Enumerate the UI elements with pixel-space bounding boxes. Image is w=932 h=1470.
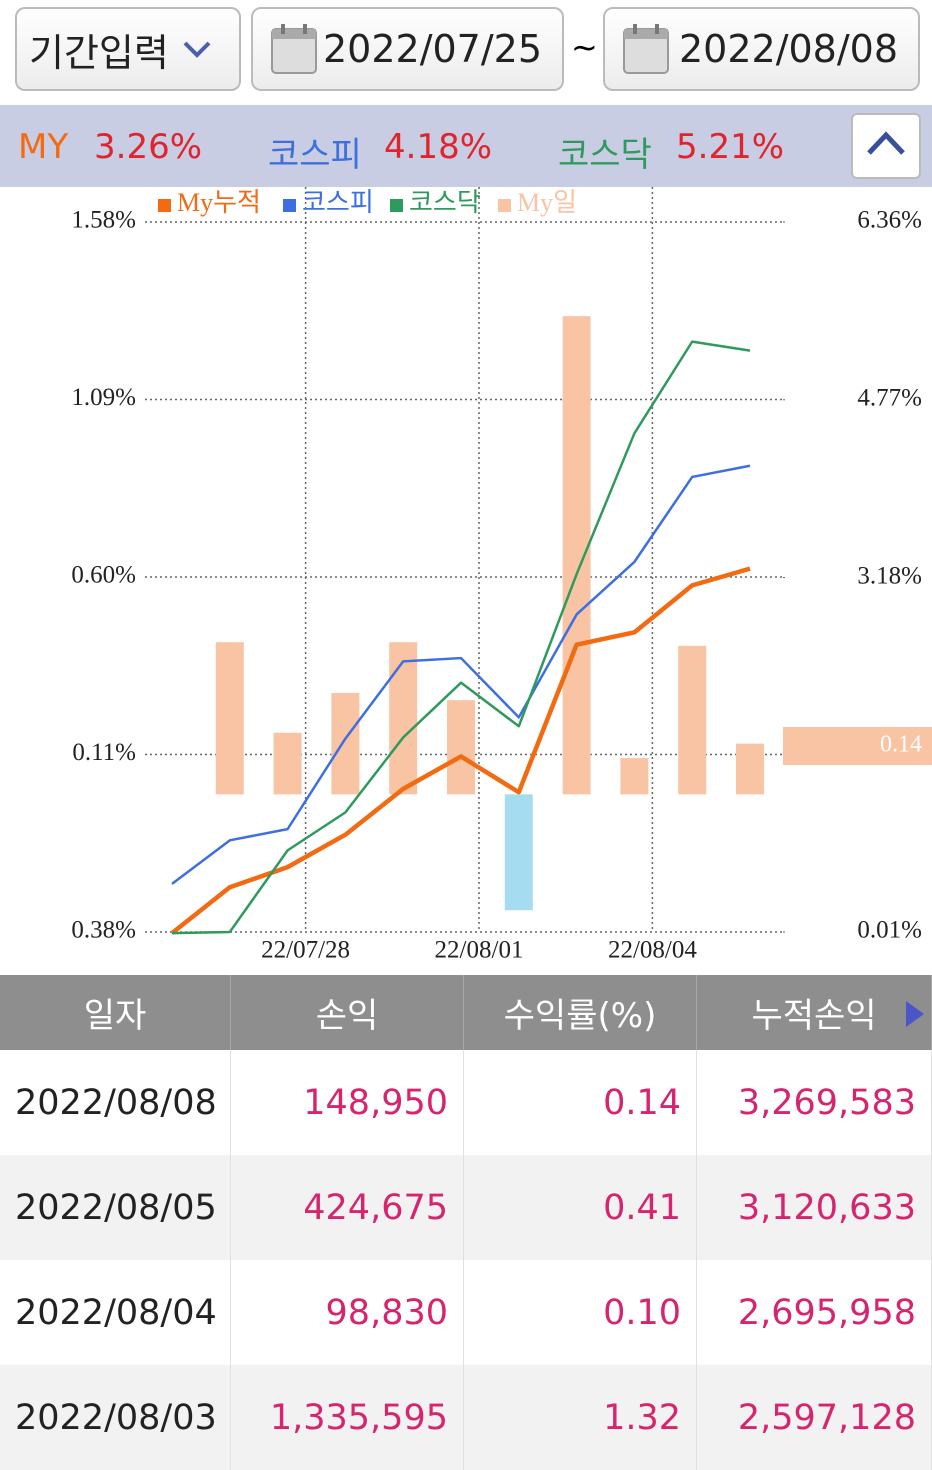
bar	[331, 692, 360, 795]
y2-tick-label: 6.36%	[857, 207, 922, 234]
column-header: 누적손익	[697, 975, 932, 1050]
column-header: 손익	[231, 975, 464, 1050]
y2-tick-label: 4.77%	[857, 385, 922, 412]
collapse-button[interactable]	[851, 113, 921, 179]
start-date-button[interactable]: 2022/07/25	[251, 7, 564, 91]
end-date-button[interactable]: 2022/08/08	[603, 7, 920, 91]
x-tick-label: 22/07/28	[261, 937, 350, 964]
column-header: 수익률(%)	[464, 975, 697, 1050]
bar	[389, 642, 418, 795]
summary-value: 5.21%	[676, 127, 785, 167]
y-tick-label: 1.58%	[71, 207, 136, 234]
legend-label: My일	[517, 188, 577, 217]
bar	[447, 700, 475, 795]
value-cell: 0.41	[464, 1155, 697, 1260]
chevron-up	[867, 131, 905, 155]
value-cell: 1.32	[464, 1365, 697, 1470]
end-date: 2022/08/08	[679, 27, 899, 71]
bar	[504, 794, 533, 911]
line-series	[171, 464, 751, 885]
chart: 0.38% 0.11% 0.60% 1.09% 1.58% 0.01% 3.18% 4.77%…	[71, 187, 932, 964]
x-tick-label: 22/08/04	[608, 937, 697, 964]
bar	[620, 758, 649, 795]
value-cell: 3,269,583	[697, 1050, 932, 1155]
y-tick-label: 0.11%	[72, 739, 136, 766]
legend-swatch	[283, 199, 296, 212]
summary-name: MY	[18, 127, 69, 167]
value-cell: 424,675	[231, 1155, 464, 1260]
column-header: 일자	[0, 975, 231, 1050]
value-cell: 0.10	[464, 1260, 697, 1365]
table-row: 2022/08/04 98,830 0.10 2,695,958	[0, 1260, 932, 1365]
summary-name: 코스닥	[558, 135, 652, 175]
calendar-icon	[623, 24, 669, 74]
legend-label: My누적	[177, 188, 261, 217]
legend-swatch	[498, 199, 511, 212]
bar	[273, 732, 302, 795]
value-cell: 98,830	[231, 1260, 464, 1365]
scroll-right-arrow[interactable]	[903, 999, 927, 1029]
bar	[678, 645, 707, 795]
calendar-icon	[271, 24, 317, 74]
date-cell: 2022/08/05	[0, 1155, 231, 1260]
legend-label: 코스닥	[409, 188, 481, 217]
summary-value: 3.26%	[94, 127, 203, 167]
bar	[562, 316, 591, 795]
value-cell: 3,120,633	[697, 1155, 932, 1260]
date-separator: ~	[571, 28, 598, 66]
bar	[215, 642, 244, 795]
last-value-label: 0.14	[880, 732, 922, 758]
value-cell: 2,695,958	[697, 1260, 932, 1365]
table-row: 2022/08/08 148,950 0.14 3,269,583	[0, 1050, 932, 1155]
value-cell: 2,597,128	[697, 1365, 932, 1470]
bar	[736, 743, 764, 795]
period-button[interactable]: 기간입력	[15, 7, 241, 91]
last-value-box	[783, 727, 932, 765]
start-date: 2022/07/25	[323, 27, 543, 71]
value-cell: 0.14	[464, 1050, 697, 1155]
legend-label: 코스피	[302, 188, 374, 217]
legend-swatch	[158, 199, 171, 212]
line-series	[170, 566, 751, 935]
line-series	[171, 340, 751, 935]
summary-value: 4.18%	[384, 127, 493, 167]
table-row: 2022/08/05 424,675 0.41 3,120,633	[0, 1155, 932, 1260]
summary-name: 코스피	[268, 135, 362, 175]
arrow-shape	[906, 1001, 924, 1027]
chevron-down	[183, 41, 211, 58]
y-tick-label: 0.60%	[71, 562, 136, 589]
legend-swatch	[390, 199, 403, 212]
summary-bar: MY 3.26% 코스피 4.18% 코스닥 5.21%	[0, 105, 932, 187]
y2-tick-label: 3.18%	[857, 562, 922, 589]
date-cell: 2022/08/04	[0, 1260, 231, 1365]
period-bar: 기간입력 2022/07/25 ~ 2022/08/08	[0, 0, 932, 105]
date-cell: 2022/08/08	[0, 1050, 231, 1155]
period-label: 기간입력	[29, 30, 169, 75]
date-cell: 2022/08/03	[0, 1365, 231, 1470]
y-tick-label: 0.38%	[71, 917, 136, 944]
table-row: 2022/08/03 1,335,595 1.32 2,597,128	[0, 1365, 932, 1470]
y2-tick-label: 0.01%	[857, 917, 922, 944]
y-tick-label: 1.09%	[71, 384, 136, 411]
value-cell: 1,335,595	[231, 1365, 464, 1470]
x-tick-label: 22/08/01	[435, 937, 524, 964]
value-cell: 148,950	[231, 1050, 464, 1155]
